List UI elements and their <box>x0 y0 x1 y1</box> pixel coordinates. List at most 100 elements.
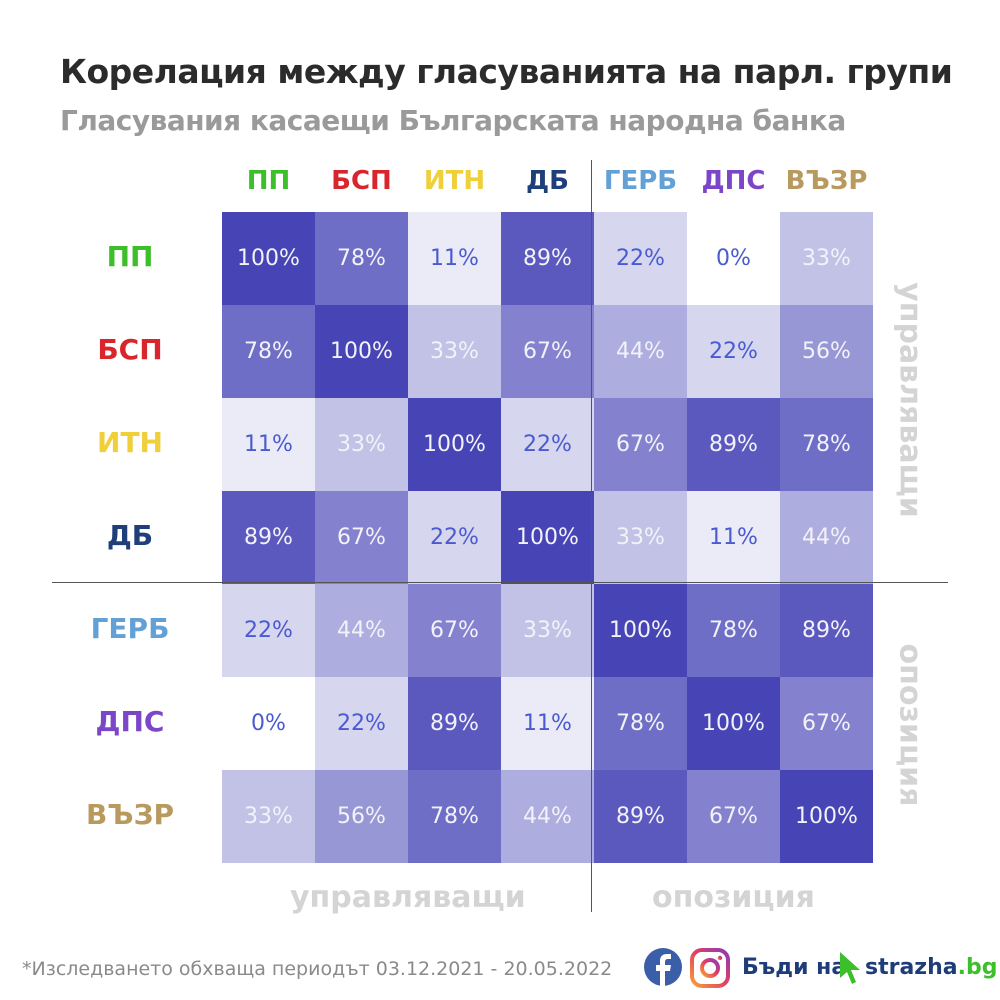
heatmap-cell: 33% <box>594 491 687 584</box>
heatmap-cell: 100% <box>222 212 315 305</box>
instagram-icon[interactable] <box>690 948 730 988</box>
footnote: *Изследването обхваща периодът 03.12.202… <box>22 958 613 980</box>
heatmap-cell: 78% <box>594 677 687 770</box>
heatmap-cell: 67% <box>501 305 594 398</box>
heatmap-cell: 22% <box>594 212 687 305</box>
heatmap-cell: 100% <box>594 584 687 677</box>
heatmap-cell: 100% <box>315 305 408 398</box>
column-header: ГЕРБ <box>603 166 678 196</box>
cell-value: 100% <box>795 804 858 829</box>
cell-value: 11% <box>244 432 293 457</box>
heatmap-cell: 78% <box>687 584 780 677</box>
heatmap-cell: 67% <box>780 677 873 770</box>
brand-tld: .bg <box>957 955 998 980</box>
heatmap-cell: 0% <box>222 677 315 770</box>
heatmap-cell: 67% <box>315 491 408 584</box>
heatmap-cell: 89% <box>687 398 780 491</box>
cell-value: 100% <box>702 711 765 736</box>
heatmap-cell: 89% <box>780 584 873 677</box>
cell-value: 33% <box>616 525 665 550</box>
column-header: ВЪЗР <box>785 166 868 196</box>
cell-value: 67% <box>523 339 572 364</box>
column-header: БСП <box>331 166 392 196</box>
axis-label-opposition-side: опозиция <box>892 643 928 807</box>
row-header: ВЪЗР <box>85 798 175 831</box>
heatmap-cell: 11% <box>687 491 780 584</box>
heatmap-cell: 0% <box>687 212 780 305</box>
cell-value: 33% <box>337 432 386 457</box>
heatmap-cell: 100% <box>687 677 780 770</box>
axis-label-ruling-side: управляващи <box>892 282 928 518</box>
cell-value: 89% <box>430 711 479 736</box>
cell-value: 100% <box>423 432 486 457</box>
row-header: ДПС <box>95 705 165 738</box>
heatmap-cell: 44% <box>501 770 594 863</box>
cell-value: 22% <box>616 246 665 271</box>
heatmap-cell: 67% <box>594 398 687 491</box>
column-header: ИТН <box>423 166 486 196</box>
axis-label-opposition-bottom: опозиция <box>652 880 815 915</box>
cell-value: 22% <box>244 618 293 643</box>
cell-value: 89% <box>523 246 572 271</box>
cell-value: 89% <box>616 804 665 829</box>
cell-value: 33% <box>802 246 851 271</box>
heatmap-cell: 33% <box>222 770 315 863</box>
cell-value: 33% <box>430 339 479 364</box>
cell-value: 22% <box>709 339 758 364</box>
heatmap-cell: 33% <box>501 584 594 677</box>
cell-value: 89% <box>802 618 851 643</box>
row-header: ДБ <box>106 519 154 552</box>
cell-value: 44% <box>523 804 572 829</box>
cell-value: 56% <box>337 804 386 829</box>
facebook-icon[interactable] <box>644 948 682 986</box>
heatmap-cell: 11% <box>501 677 594 770</box>
heatmap-cell: 11% <box>408 212 501 305</box>
cursor-icon <box>840 952 860 984</box>
heatmap-cell: 89% <box>222 491 315 584</box>
cell-value: 100% <box>330 339 393 364</box>
row-header: ИТН <box>97 426 163 459</box>
cell-value: 78% <box>244 339 293 364</box>
column-header: ПП <box>246 166 291 196</box>
heatmap-cell: 78% <box>408 770 501 863</box>
cell-value: 89% <box>244 525 293 550</box>
heatmap-cell: 44% <box>315 584 408 677</box>
column-header: ДПС <box>701 166 766 196</box>
cell-value: 67% <box>337 525 386 550</box>
row-header: ПП <box>106 240 154 273</box>
vertical-divider <box>591 160 592 912</box>
cell-value: 67% <box>709 804 758 829</box>
cell-value: 78% <box>337 246 386 271</box>
heatmap-cell: 89% <box>594 770 687 863</box>
heatmap-cell: 78% <box>780 398 873 491</box>
cell-value: 100% <box>237 246 300 271</box>
heatmap-cell: 22% <box>687 305 780 398</box>
heatmap-cell: 33% <box>315 398 408 491</box>
heatmap-cell: 44% <box>594 305 687 398</box>
horizontal-divider <box>52 582 948 583</box>
row-header: БСП <box>97 333 163 366</box>
column-header: ДБ <box>526 166 569 196</box>
cell-value: 78% <box>709 618 758 643</box>
page-title: Корелация между гласуванията на парл. гр… <box>60 52 953 91</box>
cell-value: 11% <box>709 525 758 550</box>
cell-value: 44% <box>616 339 665 364</box>
cell-value: 44% <box>802 525 851 550</box>
cell-value: 56% <box>802 339 851 364</box>
brand-link[interactable]: strazha.bg <box>865 955 997 980</box>
cell-value: 67% <box>802 711 851 736</box>
cell-value: 100% <box>516 525 579 550</box>
cell-value: 100% <box>609 618 672 643</box>
cell-value: 11% <box>523 711 572 736</box>
heatmap-cell: 100% <box>408 398 501 491</box>
cell-value: 22% <box>523 432 572 457</box>
heatmap-cell: 22% <box>501 398 594 491</box>
heatmap-cell: 11% <box>222 398 315 491</box>
heatmap-cell: 56% <box>780 305 873 398</box>
cell-value: 67% <box>616 432 665 457</box>
cell-value: 11% <box>430 246 479 271</box>
cell-value: 0% <box>251 711 286 736</box>
brand-prefix: Бъди на <box>742 955 847 980</box>
heatmap-cell: 100% <box>501 491 594 584</box>
